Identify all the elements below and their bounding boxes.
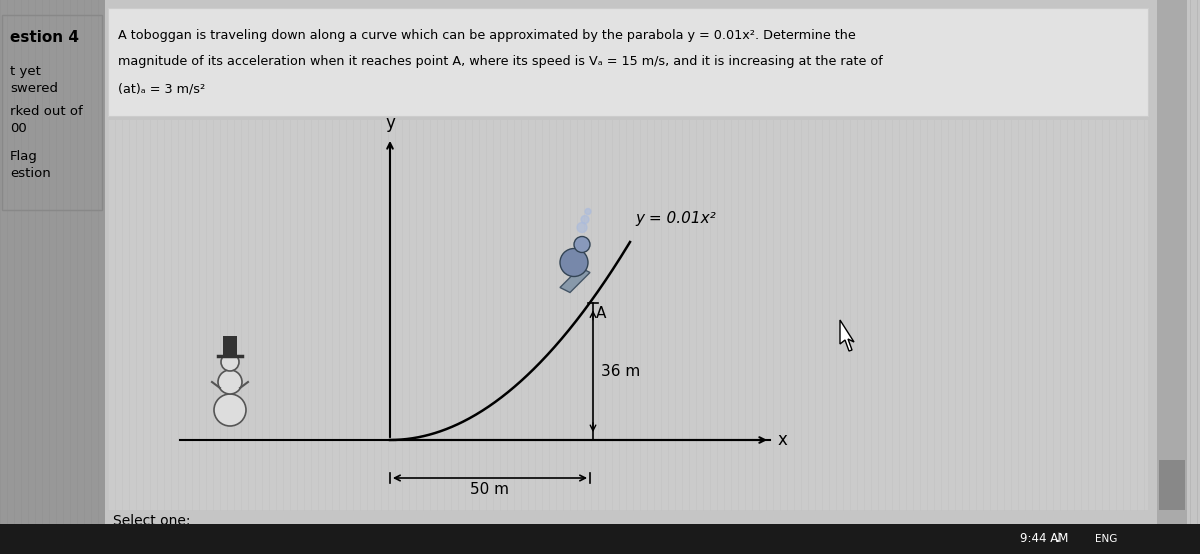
Text: 00: 00: [10, 122, 26, 135]
Bar: [2, 15, 102, 210]
Text: A toboggan is traveling down along a curve which can be approximated by the para: A toboggan is traveling down along a cur…: [118, 28, 856, 42]
Circle shape: [586, 208, 592, 214]
Bar: [0, 0, 106, 554]
Polygon shape: [840, 320, 854, 351]
Circle shape: [214, 394, 246, 426]
Text: ♪: ♪: [1055, 531, 1063, 545]
Text: 9:44 AM: 9:44 AM: [1020, 532, 1068, 546]
Circle shape: [577, 223, 587, 233]
Text: swered: swered: [10, 82, 58, 95]
Text: Select one:: Select one:: [113, 514, 191, 528]
Circle shape: [221, 353, 239, 371]
Bar: [108, 120, 1148, 510]
Text: rked out of: rked out of: [10, 105, 83, 118]
Polygon shape: [560, 268, 590, 293]
Text: 36 m: 36 m: [601, 364, 641, 379]
Bar: [106, 0, 1157, 554]
Circle shape: [218, 370, 242, 394]
Bar: [223, 336, 238, 356]
Circle shape: [581, 216, 589, 223]
Text: estion: estion: [10, 167, 50, 180]
Circle shape: [574, 237, 590, 253]
Text: magnitude of its acceleration when it reaches point A, where its speed is Vₐ = 1: magnitude of its acceleration when it re…: [118, 55, 883, 69]
Text: y: y: [385, 114, 395, 132]
Text: y = 0.01x²: y = 0.01x²: [635, 211, 715, 225]
Circle shape: [560, 249, 588, 276]
Bar: [108, 8, 1148, 116]
Text: Flag: Flag: [10, 150, 38, 163]
Text: 50 m: 50 m: [470, 482, 510, 497]
Bar: [0, 524, 1200, 554]
Bar: [1157, 0, 1187, 554]
Text: (at)ₐ = 3 m/s²: (at)ₐ = 3 m/s²: [118, 83, 205, 95]
Text: A: A: [596, 306, 606, 321]
Text: ENG: ENG: [1096, 534, 1117, 544]
Text: x: x: [778, 431, 788, 449]
Text: estion 4: estion 4: [10, 30, 79, 45]
Text: t yet: t yet: [10, 65, 41, 78]
Bar: [1159, 460, 1186, 510]
